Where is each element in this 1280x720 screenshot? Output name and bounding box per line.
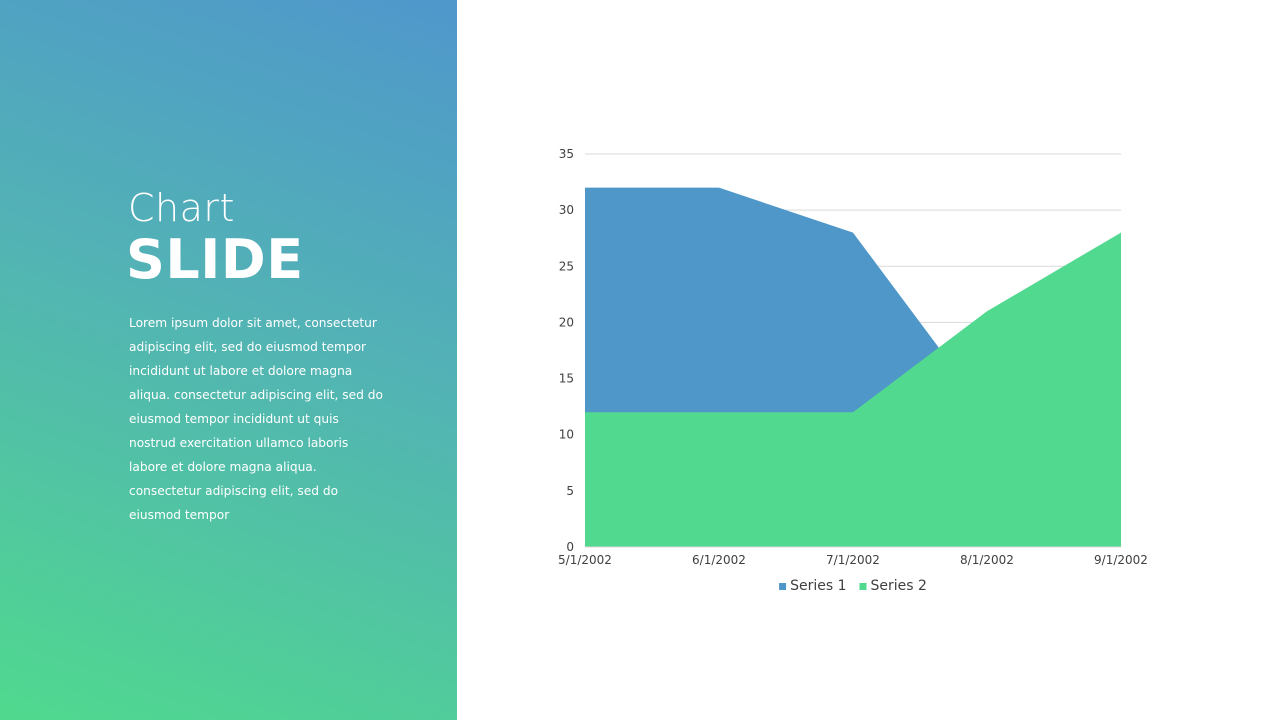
legend-item: Series 1 [779, 578, 847, 594]
slide-body-text: Lorem ipsum dolor sit amet, consectetur … [129, 316, 383, 522]
legend-swatch [859, 583, 867, 590]
area-series-2 [585, 232, 1121, 547]
legend-item: Series 2 [859, 578, 927, 594]
legend-label: Series 1 [790, 578, 846, 594]
y-tick-label: 5 [566, 484, 574, 498]
legend-swatch [779, 583, 787, 590]
legend-label: Series 2 [871, 578, 927, 594]
y-tick-label: 20 [559, 315, 574, 329]
chart-legend: Series 1 Series 2 [779, 578, 927, 594]
y-tick-label: 0 [566, 540, 574, 554]
x-tick-label: 6/1/2002 [692, 553, 746, 567]
y-tick-label: 35 [559, 147, 574, 161]
slide-title-bold: SLIDE [126, 228, 304, 291]
x-tick-label: 5/1/2002 [558, 553, 612, 567]
area-chart: 0 5 10 15 20 25 30 35 5/1/2002 6/1/2002 7/1/2002 8/… [520, 130, 1200, 620]
y-tick-label: 10 [559, 428, 574, 442]
y-tick-label: 25 [559, 259, 574, 273]
y-tick-label: 30 [559, 203, 574, 217]
x-tick-label: 9/1/2002 [1094, 553, 1148, 567]
slide-title-light: Chart [128, 186, 235, 230]
x-tick-label: 7/1/2002 [826, 553, 880, 567]
y-tick-label: 15 [559, 372, 574, 386]
x-tick-label: 8/1/2002 [960, 553, 1014, 567]
chart-svg: 0 5 10 15 20 25 30 35 5/1/2002 6/1/2002 7/1/2002 8/… [558, 147, 1148, 594]
gradient-panel: Chart SLIDE Lorem ipsum dolor sit amet, … [0, 0, 457, 720]
